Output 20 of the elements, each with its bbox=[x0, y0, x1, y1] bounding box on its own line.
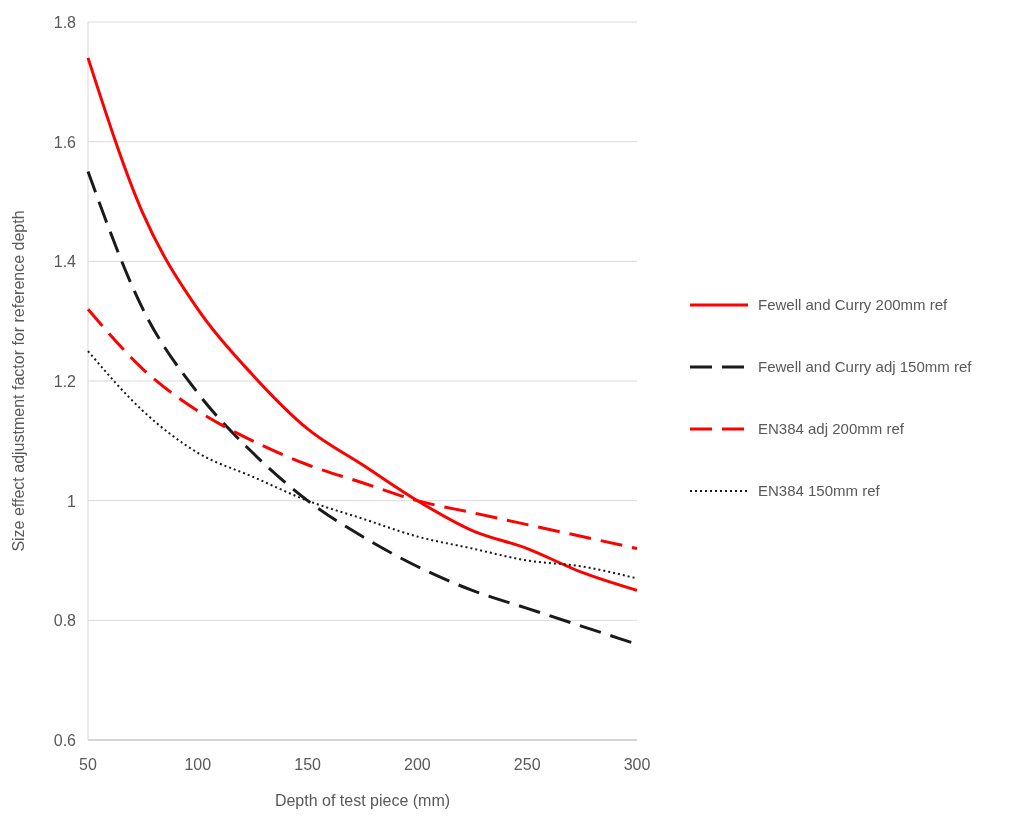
legend-label: EN384 150mm ref bbox=[758, 482, 881, 499]
y-axis-title: Size effect adjustment factor for reference depth bbox=[10, 210, 27, 552]
x-axis-title: Depth of test piece (mm) bbox=[274, 792, 451, 809]
y-tick-label: 1 bbox=[67, 492, 77, 510]
y-tick-label: 1.6 bbox=[53, 133, 77, 151]
x-tick-label: 100 bbox=[184, 756, 212, 773]
y-tick-label: 1.4 bbox=[53, 253, 77, 271]
y-tick-label: 0.8 bbox=[53, 612, 77, 630]
legend-label: Fewell and Curry 200mm ref bbox=[758, 296, 949, 313]
x-tick-label: 250 bbox=[513, 756, 541, 773]
y-tick-label: 1.8 bbox=[53, 14, 77, 31]
legend-label: Fewell and Curry adj 150mm ref bbox=[758, 358, 973, 375]
x-tick-label: 150 bbox=[294, 756, 322, 773]
y-tick-label: 0.6 bbox=[53, 732, 77, 749]
x-tick-label: 200 bbox=[404, 756, 431, 773]
y-tick-label: 1.2 bbox=[53, 373, 77, 390]
line-series bbox=[86, 56, 639, 592]
x-tick-label: 50 bbox=[79, 756, 97, 773]
legend-label: EN384 adj 200mm ref bbox=[758, 420, 905, 437]
x-tick-label: 300 bbox=[623, 756, 651, 773]
